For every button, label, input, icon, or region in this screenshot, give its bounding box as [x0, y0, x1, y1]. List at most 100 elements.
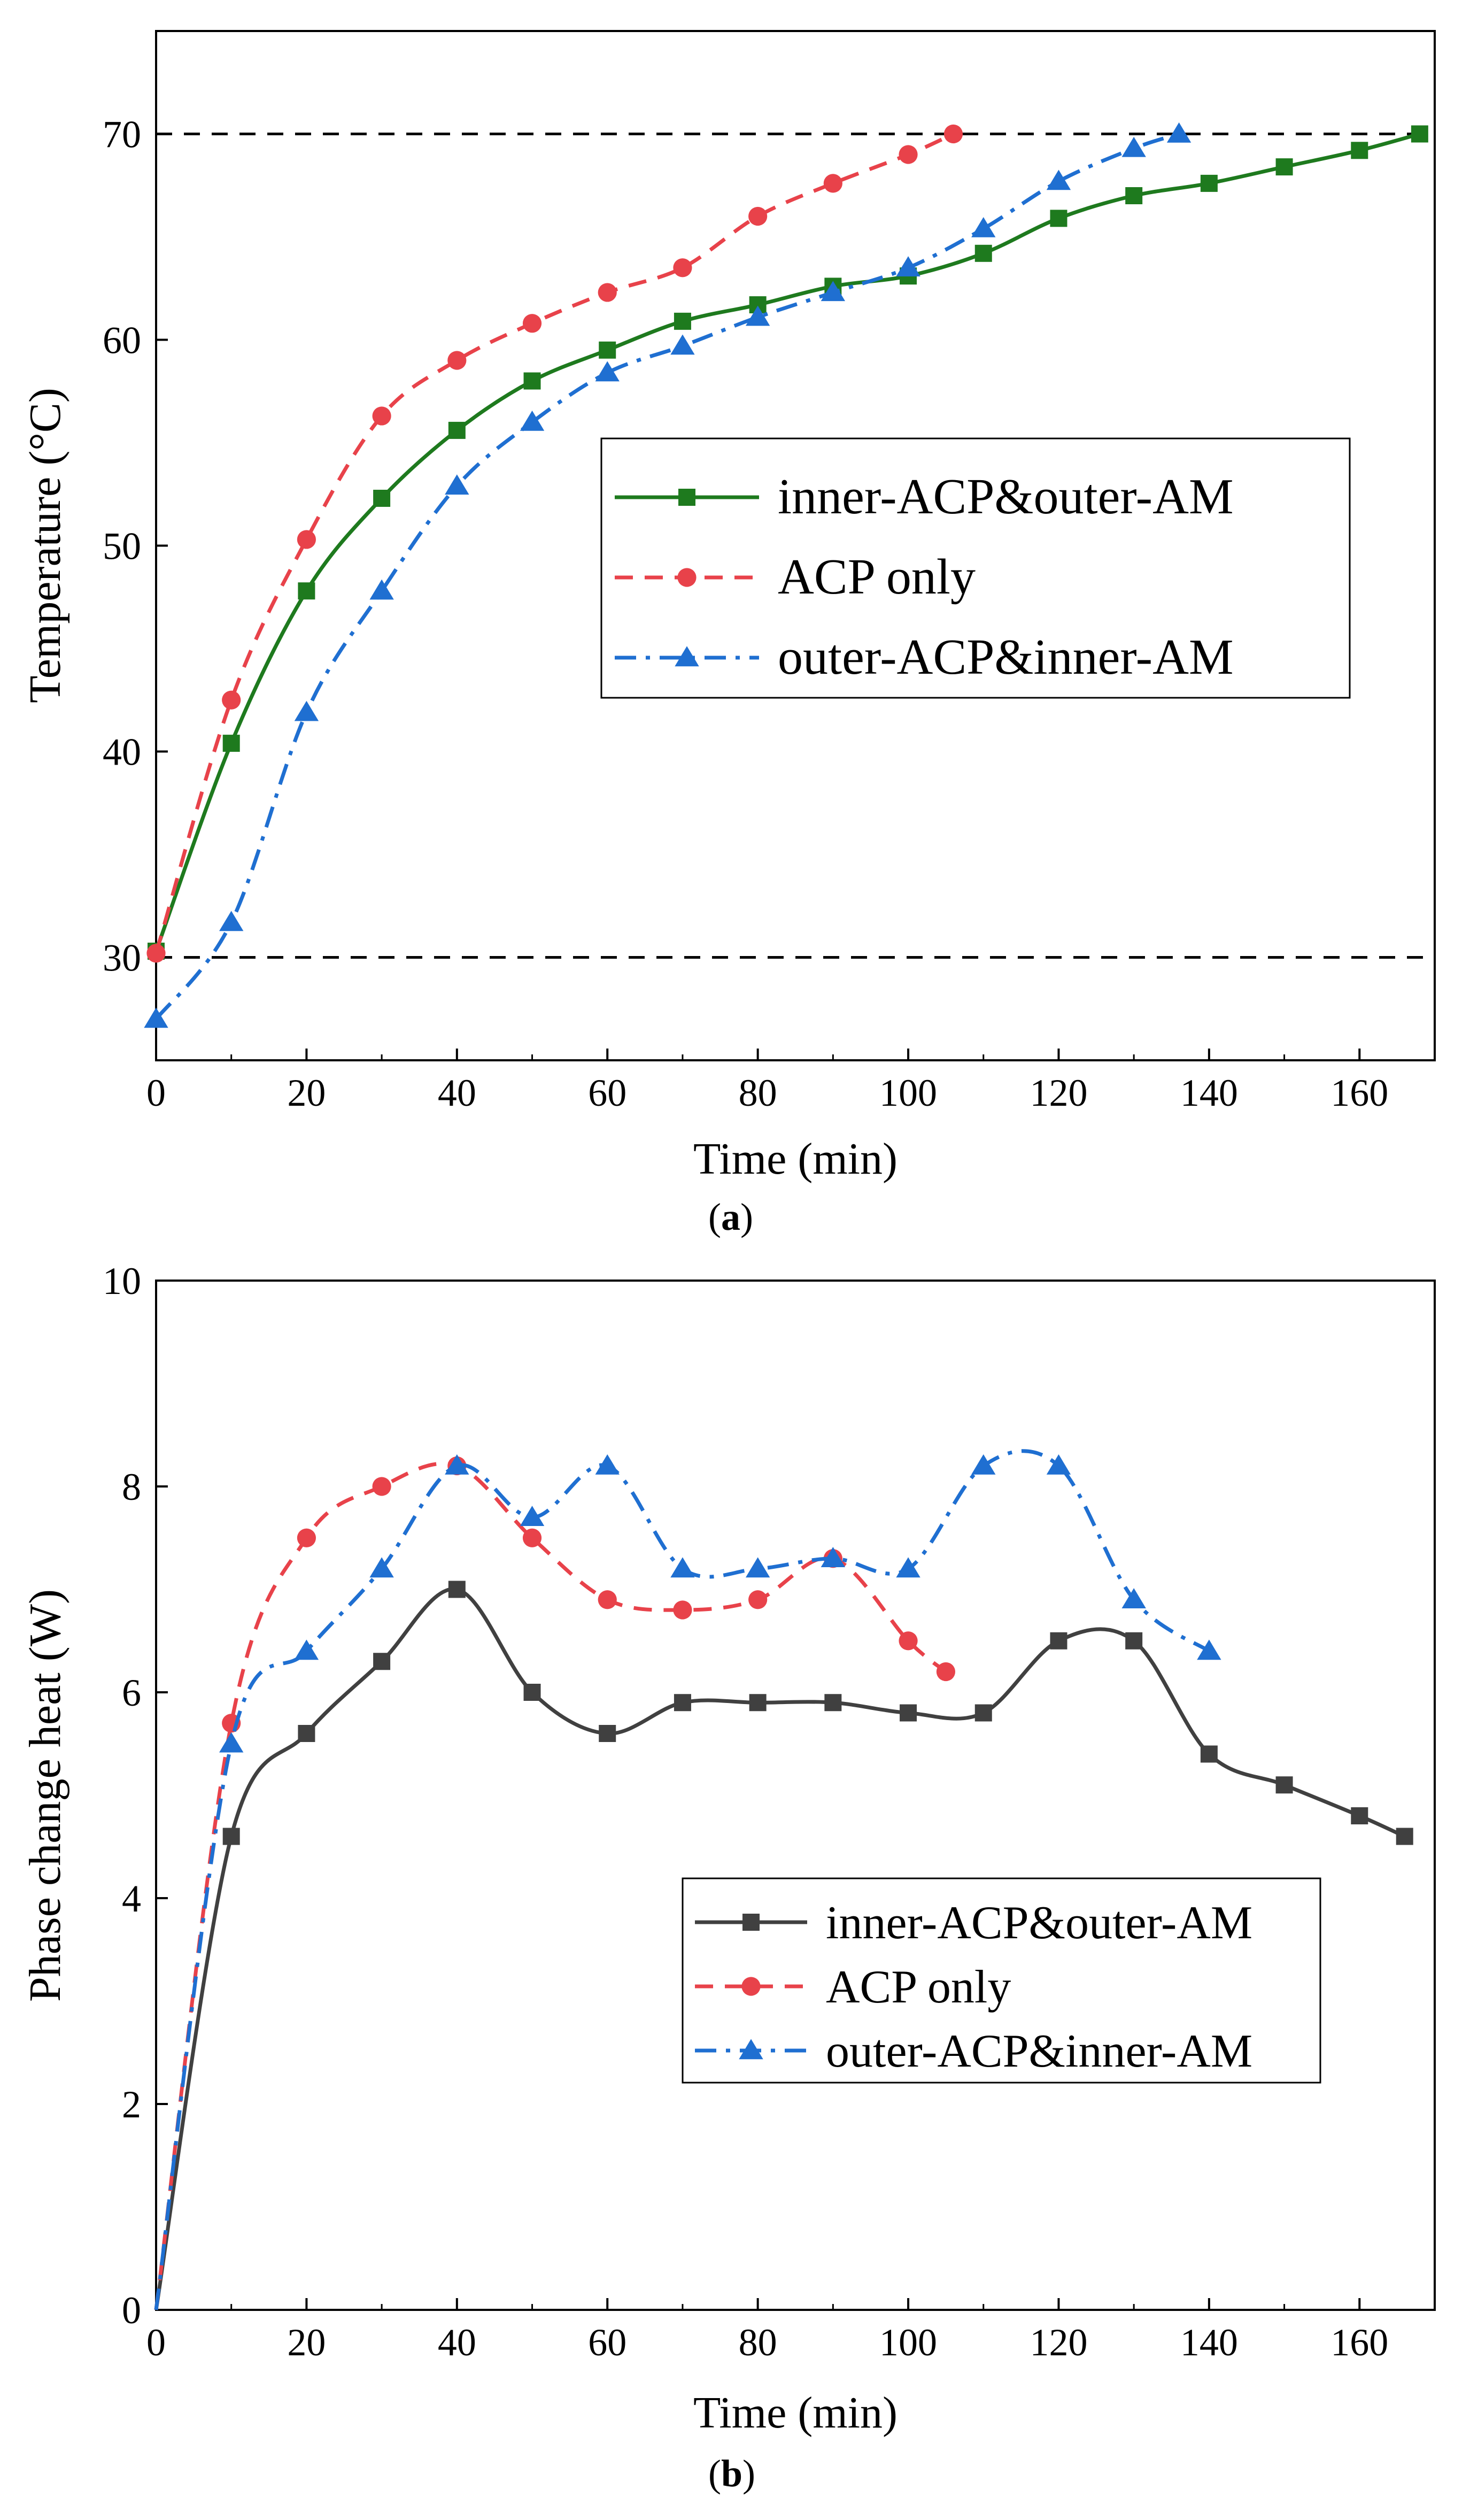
panel-a-x-tick-label: 80	[739, 1072, 777, 1114]
panel-a-point-outer-acp-inner-am	[1166, 122, 1192, 143]
panel-b-y-tick-label: 2	[122, 2083, 141, 2126]
panel-a-point-inner-acp-outer-am	[599, 341, 616, 359]
panel-a-x-tick-label: 100	[879, 1072, 937, 1114]
panel-b-x-tick-label: 0	[146, 2321, 166, 2364]
panel-a-point-inner-acp-outer-am	[1200, 174, 1218, 192]
panel-a-x-tick-label: 160	[1330, 1072, 1388, 1114]
panel-b-legend-marker-acp-only	[741, 1977, 761, 1996]
panel-b-point-acp-only	[899, 1631, 918, 1651]
panel-a-y-axis-title: Temperature (°C)	[20, 388, 70, 703]
panel-a-point-outer-acp-inner-am	[821, 281, 846, 302]
panel-b-legend-label-inner-acp: inner-ACP&outer-AM	[826, 1897, 1252, 1949]
panel-b-point-outer-acp-inner-am	[1046, 1454, 1071, 1475]
panel-b-point-outer-acp-inner-am	[745, 1557, 770, 1578]
panel-b-x-tick-label: 160	[1330, 2321, 1388, 2364]
panel-a-label-letter: a	[721, 1196, 740, 1238]
panel-b-point-acp-only	[598, 1590, 617, 1609]
panel-a-y-tick-label: 50	[103, 525, 141, 568]
panel-b-legend-marker-outer-acp-inner-am	[739, 2039, 763, 2060]
panel-b-point-acp-only	[372, 1477, 391, 1496]
panel-a-x-tick-label: 60	[588, 1072, 626, 1114]
panel-b-y-tick-label: 6	[122, 1671, 141, 1714]
panel-a-legend-box	[600, 437, 1351, 699]
panel-b-point-acp-only	[522, 1528, 542, 1547]
panel-b-point-inner-acp-outer-am	[1200, 1745, 1218, 1763]
panel-b-x-tick-label: 100	[879, 2321, 937, 2364]
panel-b-y-tick-label: 0	[122, 2289, 141, 2332]
panel-b-point-outer-acp-inner-am	[971, 1454, 996, 1475]
panel-a-series-acp-only	[146, 124, 963, 963]
panel-b-point-inner-acp-outer-am	[222, 1828, 240, 1845]
panel-b-point-outer-acp-inner-am	[896, 1557, 920, 1578]
panel-b-point-outer-acp-inner-am	[445, 1454, 469, 1475]
panel-a-x-axis-title: Time (min)	[693, 1134, 898, 1184]
panel-a-legend-marker-inner-acp-outer-am	[678, 489, 695, 506]
panel-b-point-acp-only	[936, 1662, 956, 1682]
panel-a-point-outer-acp-inner-am	[595, 361, 620, 382]
panel-b-frame	[155, 1280, 1436, 2311]
panel-b-point-outer-acp-inner-am	[520, 1506, 545, 1526]
panel-b-y-axis-title: Phase change heat (W)	[20, 1589, 70, 2002]
panel-a-y-tick-label: 70	[103, 113, 141, 156]
panel-a-point-inner-acp-outer-am	[1275, 158, 1293, 176]
panel-a-point-acp-only	[447, 351, 467, 370]
panel-b-point-outer-acp-inner-am	[219, 1732, 244, 1753]
panel-a-legend-label-acp-only: ACP only	[778, 549, 976, 605]
panel-a-point-acp-only	[372, 406, 391, 426]
panel-a-point-acp-only	[146, 944, 166, 963]
panel-b-point-inner-acp-outer-am	[1351, 1807, 1368, 1824]
panel-b-point-inner-acp-outer-am	[824, 1694, 842, 1712]
panel-b-x-tick-label: 140	[1180, 2321, 1238, 2364]
panel-a-y-tick-label: 40	[103, 731, 141, 774]
panel-a-point-inner-acp-outer-am	[298, 582, 315, 600]
panel-a-point-inner-acp-outer-am	[974, 244, 992, 262]
panel-a-point-inner-acp-outer-am	[1411, 125, 1428, 143]
panel-b-point-outer-acp-inner-am	[1197, 1639, 1221, 1660]
panel-b-point-acp-only	[297, 1528, 316, 1547]
panel-b-chart: 0 20 40 60 80 100 120 140 160 0 2 4 6 8 10 Phase chang…	[20, 1260, 1436, 2495]
panel-a-point-inner-acp-outer-am	[1351, 142, 1368, 159]
panel-b-legend-label-acp-only: ACP only	[826, 1961, 1011, 2013]
panel-b-point-inner-acp-outer-am	[749, 1694, 767, 1712]
panel-b-point-outer-acp-inner-am	[670, 1557, 695, 1578]
panel-a-point-inner-acp-outer-am	[674, 312, 691, 330]
panel-a-x-tick-label: 120	[1030, 1072, 1087, 1114]
panel-b-legend-label-outer-acp: outer-ACP&inner-AM	[826, 2025, 1252, 2077]
panel-a-point-outer-acp-inner-am	[1046, 169, 1071, 190]
panel-a-y-tick-label: 60	[103, 319, 141, 362]
panel-b-x-tick-label: 20	[287, 2321, 326, 2364]
panel-b-line-acp-only	[154, 1461, 947, 2310]
panel-a-point-outer-acp-inner-am	[219, 911, 244, 931]
panel-a-point-inner-acp-outer-am	[1125, 187, 1143, 204]
panel-a-point-inner-acp-outer-am	[448, 421, 466, 439]
panel-b-y-tick-label: 4	[122, 1877, 141, 1920]
panel-a-legend-marker-acp-only	[677, 568, 697, 587]
panel-a-point-outer-acp-inner-am	[369, 579, 394, 600]
panel-b-legend-marker-inner-acp-outer-am	[742, 1914, 760, 1931]
panel-a-chart: 0 20 40 60 80 100 120 140 160 30 40 50 60 70 Temperat…	[20, 30, 1436, 1238]
panel-b-point-inner-acp-outer-am	[448, 1581, 466, 1598]
panel-b-point-inner-acp-outer-am	[674, 1694, 691, 1712]
panel-a-legend: inner-ACP&outer-AM ACP only outer-ACP&in…	[600, 437, 1351, 699]
panel-b-legend: inner-ACP&outer-AM ACP only outer-ACP&in…	[682, 1877, 1321, 2084]
panel-b-x-axis-title: Time (min)	[693, 2388, 898, 2438]
panel-a-point-outer-acp-inner-am	[670, 334, 695, 355]
panel-a-x-tick-label: 40	[438, 1072, 476, 1114]
panel-b-y-tick-label: 10	[103, 1260, 141, 1303]
panel-b-point-outer-acp-inner-am	[369, 1557, 394, 1578]
panel-a-point-outer-acp-inner-am	[445, 474, 469, 495]
panel-b-point-inner-acp-outer-am	[1125, 1632, 1143, 1650]
panel-a-point-inner-acp-outer-am	[222, 735, 240, 752]
panel-a-legend-label-inner-acp: inner-ACP&outer-AM	[778, 469, 1234, 525]
panel-b-label-letter: b	[721, 2452, 742, 2495]
panel-b-series-inner-acp-outer-am	[154, 1581, 1413, 2310]
panel-a-point-outer-acp-inner-am	[520, 410, 545, 431]
panel-b-line-outer-acp-inner-am	[154, 1449, 1210, 2310]
panel-b-point-inner-acp-outer-am	[900, 1704, 917, 1722]
panel-a-legend-label-outer-acp: outer-ACP&inner-AM	[778, 629, 1234, 685]
panel-a-point-acp-only	[748, 206, 768, 226]
panel-b-point-inner-acp-outer-am	[373, 1653, 391, 1670]
panel-a-point-outer-acp-inner-am	[745, 305, 770, 326]
